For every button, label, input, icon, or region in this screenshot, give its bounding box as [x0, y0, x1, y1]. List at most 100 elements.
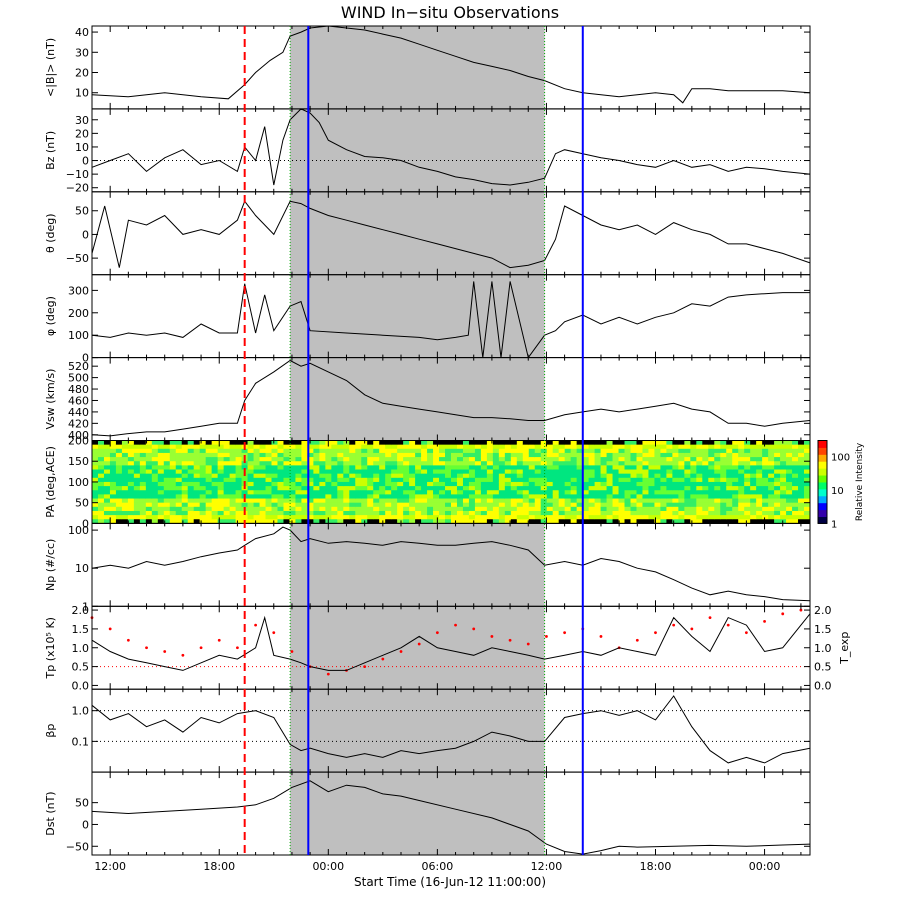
pa-cell [612, 444, 620, 450]
pa-cell [570, 448, 578, 454]
panel-frame [91, 771, 811, 856]
pa-cell [648, 448, 655, 454]
pa-cell [379, 461, 386, 466]
pa-cell [193, 494, 201, 500]
pa-cell [768, 473, 775, 479]
pa-cell [355, 461, 362, 466]
pa-cell [187, 444, 195, 450]
pa-cell [103, 457, 111, 462]
pa-cell [343, 481, 350, 487]
pa-cell [247, 457, 255, 462]
pa-cell [403, 440, 410, 446]
pa-cell [433, 465, 440, 471]
pa-cell [325, 452, 332, 458]
pa-cell [235, 486, 243, 491]
pa-cell [205, 440, 213, 446]
pa-cell [313, 461, 320, 466]
colorbar-segment [818, 488, 827, 497]
pa-heatmap [92, 440, 811, 524]
pa-cell [403, 486, 410, 491]
pa-cell [103, 481, 111, 487]
pa-cell [648, 498, 655, 504]
texp-point [381, 657, 385, 661]
pa-cell [666, 461, 673, 466]
pa-cell [121, 444, 129, 450]
pa-cell [666, 473, 673, 479]
pa-cell [540, 519, 548, 524]
pa-cell [690, 448, 697, 454]
pa-cell [552, 477, 560, 483]
texp-point [781, 612, 785, 616]
pa-cell [504, 444, 512, 450]
pa-cell [804, 469, 811, 475]
pa-cell [480, 465, 488, 471]
pa-cell [708, 444, 715, 450]
pa-cell [445, 440, 452, 446]
pa-cell [672, 515, 679, 520]
pa-cell [750, 494, 757, 500]
pa-cell [271, 515, 278, 520]
pa-cell [157, 481, 165, 487]
pa-cell [277, 490, 284, 495]
pa-cell [115, 519, 123, 524]
pa-cell [762, 481, 769, 487]
pa-cell [684, 494, 691, 500]
pa-cell [253, 490, 261, 495]
pa-cell [600, 457, 608, 462]
pa-cell [726, 515, 733, 520]
pa-cell [654, 498, 661, 504]
pa-cell [456, 444, 464, 450]
pa-cell [325, 486, 332, 491]
pa-cell [558, 515, 566, 520]
pa-cell [289, 481, 296, 487]
pa-cell [498, 477, 506, 483]
pa-cell [157, 473, 165, 479]
pa-cell [792, 481, 799, 487]
pa-cell [690, 498, 697, 504]
pa-cell [325, 490, 332, 495]
pa-cell [379, 498, 386, 504]
pa-cell [534, 515, 542, 520]
pa-cell [636, 519, 643, 524]
pa-cell [624, 457, 631, 462]
pa-cell [474, 486, 482, 491]
pa-cell [690, 465, 697, 471]
pa-cell [181, 477, 189, 483]
pa-cell [756, 515, 763, 520]
pa-cell [456, 452, 464, 458]
pa-cell [205, 457, 213, 462]
pa-cell [403, 506, 410, 512]
pa-cell [451, 469, 458, 475]
pa-cell [732, 515, 739, 520]
pa-cell [211, 477, 219, 483]
pa-cell [504, 469, 512, 475]
pa-cell [193, 465, 201, 471]
pa-cell [187, 440, 195, 446]
pa-cell [552, 486, 560, 491]
pa-cell [690, 481, 697, 487]
texp-point [654, 631, 657, 635]
pa-cell [145, 502, 153, 508]
pa-cell [696, 465, 703, 471]
pa-cell [223, 510, 231, 516]
pa-cell [223, 473, 231, 479]
pa-cell [588, 515, 596, 520]
y-axis-label: θ (deg) [44, 213, 57, 253]
pa-cell [780, 486, 787, 491]
pa-cell [313, 465, 320, 471]
y-tick-label: 100 [68, 476, 89, 489]
pa-cell [630, 452, 637, 458]
pa-cell [456, 440, 464, 446]
pa-cell [636, 477, 643, 483]
pa-cell [313, 494, 320, 500]
pa-cell [361, 457, 368, 462]
pa-cell [421, 444, 428, 450]
pa-cell [109, 506, 117, 512]
pa-cell [558, 473, 566, 479]
pa-cell [295, 510, 302, 516]
pa-cell [612, 515, 620, 520]
pa-cell [175, 473, 183, 479]
pa-cell [109, 461, 117, 466]
pa-cell [163, 486, 171, 491]
